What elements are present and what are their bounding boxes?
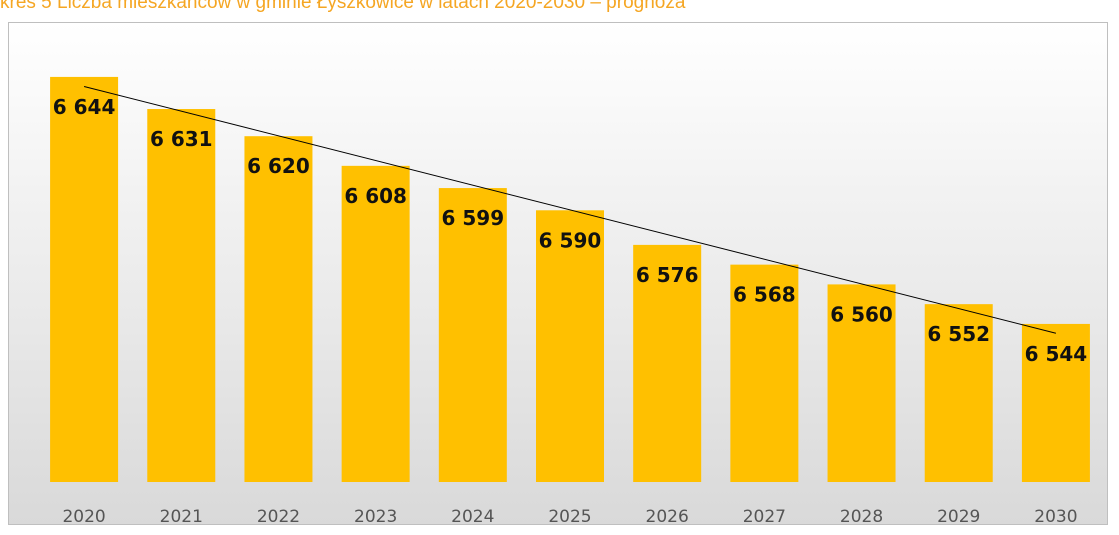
data-label: 6 552 — [927, 322, 990, 346]
x-tick-label: 2024 — [451, 507, 494, 527]
x-tick-label: 2025 — [548, 507, 591, 527]
x-tick-label: 2020 — [62, 507, 105, 527]
x-tick-label: 2023 — [354, 507, 397, 527]
bar — [536, 210, 604, 483]
bar — [1021, 323, 1090, 482]
data-label: 6 568 — [733, 283, 796, 307]
x-tick-label: 2027 — [743, 507, 786, 527]
data-label: 6 599 — [441, 206, 504, 230]
x-tick-label: 2022 — [257, 507, 300, 527]
bar — [50, 76, 119, 483]
bar — [438, 188, 507, 482]
bar — [924, 304, 993, 482]
data-label: 6 608 — [344, 184, 407, 208]
x-tick-label: 2021 — [160, 507, 203, 527]
data-label: 6 544 — [1025, 342, 1088, 366]
data-label: 6 590 — [539, 228, 602, 252]
bar — [633, 244, 702, 482]
bar — [244, 136, 313, 482]
data-label: 6 631 — [150, 127, 213, 151]
bar — [827, 284, 896, 482]
data-label: 6 576 — [636, 263, 699, 287]
bar — [341, 165, 410, 482]
data-label: 6 644 — [53, 95, 116, 119]
x-tick-label: 2029 — [937, 507, 980, 527]
bar — [147, 109, 216, 482]
x-tick-label: 2026 — [646, 507, 689, 527]
x-tick-label: 2030 — [1034, 507, 1077, 527]
data-label: 6 620 — [247, 154, 310, 178]
data-label: 6 560 — [830, 302, 893, 326]
bar — [730, 264, 799, 482]
trendline — [83, 85, 1057, 334]
x-tick-label: 2028 — [840, 507, 883, 527]
chart-title: kres 5 Liczba mieszkańców w gminie Łyszk… — [0, 0, 686, 13]
